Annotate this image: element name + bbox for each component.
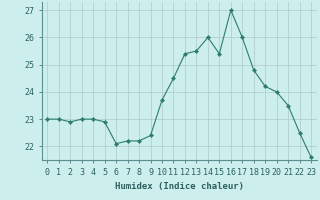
X-axis label: Humidex (Indice chaleur): Humidex (Indice chaleur) [115, 182, 244, 191]
